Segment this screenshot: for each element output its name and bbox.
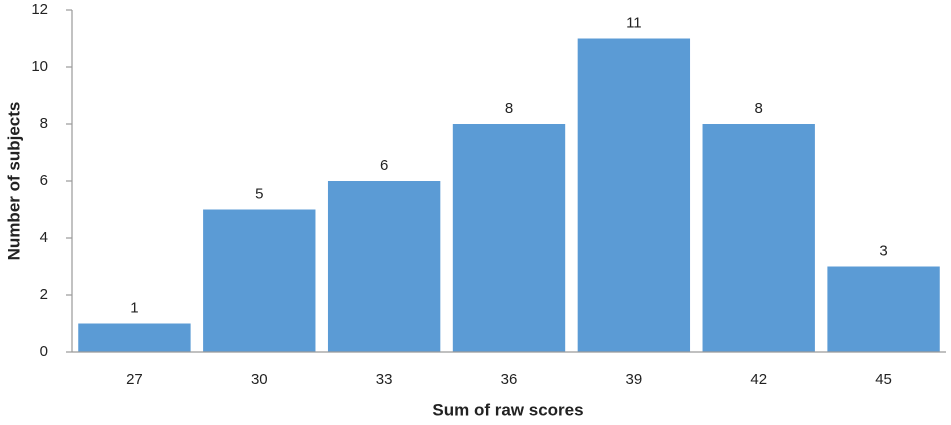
bar <box>827 266 940 352</box>
bar <box>452 124 566 352</box>
x-tick-label: 42 <box>750 371 767 388</box>
bar <box>203 209 316 352</box>
x-tick-label: 36 <box>501 371 518 388</box>
bar <box>78 323 191 352</box>
x-tick-label: 27 <box>126 371 143 388</box>
y-tick-label: 6 <box>40 172 48 189</box>
bar <box>577 38 691 352</box>
data-label: 5 <box>255 185 263 202</box>
data-label: 11 <box>626 14 642 31</box>
y-tick-label: 12 <box>31 1 48 18</box>
bar <box>702 124 815 352</box>
x-tick-label: 39 <box>626 371 643 388</box>
data-label: 8 <box>755 100 763 117</box>
data-label: 8 <box>505 100 513 117</box>
y-axis-title: Number of subjects <box>4 102 23 261</box>
data-label: 1 <box>130 299 138 316</box>
y-tick-label: 10 <box>31 58 48 75</box>
data-label: 3 <box>879 242 887 259</box>
y-tick-label: 4 <box>40 229 48 246</box>
x-tick-label: 33 <box>376 371 393 388</box>
data-label: 6 <box>380 157 388 174</box>
x-tick-label: 30 <box>251 371 268 388</box>
y-tick-label: 8 <box>40 115 48 132</box>
y-tick-label: 0 <box>40 343 48 360</box>
bar <box>327 181 441 352</box>
x-tick-label: 45 <box>875 371 892 388</box>
x-axis-title: Sum of raw scores <box>432 400 583 419</box>
y-tick-label: 2 <box>40 286 48 303</box>
